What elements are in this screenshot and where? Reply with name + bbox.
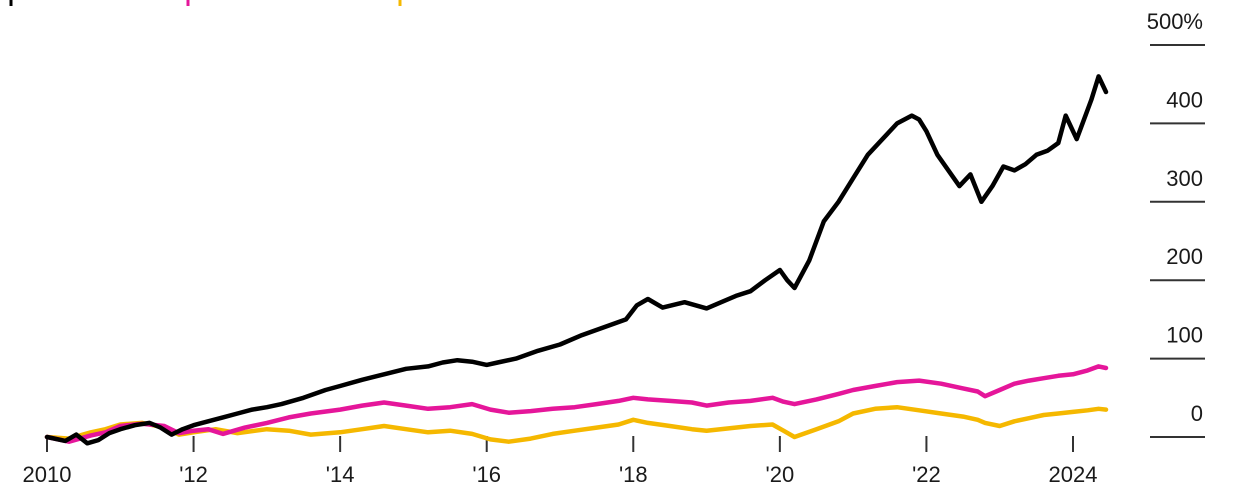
y-axis: 0 100 200 300 400 500% xyxy=(1147,9,1205,438)
x-tick-label: '14 xyxy=(326,462,355,487)
y-tick-label: 200 xyxy=(1166,244,1203,269)
x-tick-label: '22 xyxy=(912,462,941,487)
y-tick-label: 100 xyxy=(1166,323,1203,348)
series-line-magenta xyxy=(44,364,1109,444)
y-tick-label: 500% xyxy=(1147,9,1203,34)
series-line-yellow xyxy=(44,404,1109,444)
x-tick-label: '12 xyxy=(179,462,208,487)
legend xyxy=(9,0,402,6)
series-line-black xyxy=(44,74,1109,446)
x-tick-label: 2010 xyxy=(23,462,72,487)
x-tick-label: '18 xyxy=(619,462,648,487)
y-tick-label: 300 xyxy=(1166,166,1203,191)
x-tick-label: '16 xyxy=(472,462,501,487)
x-tick-label: '20 xyxy=(766,462,795,487)
x-axis: 2010 '12 '14 '16 '18 '20 '22 2024 xyxy=(23,436,1098,487)
y-tick-label: 400 xyxy=(1166,87,1203,112)
y-tick-label: 0 xyxy=(1191,401,1203,426)
plot-area xyxy=(44,74,1109,446)
x-tick-label: 2024 xyxy=(1049,462,1098,487)
